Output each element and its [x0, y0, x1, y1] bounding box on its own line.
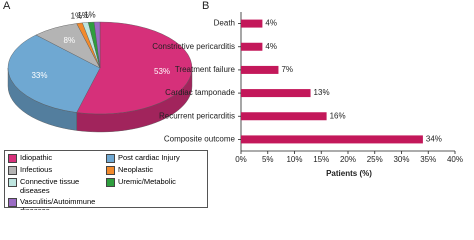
legend-label: Vasculitis/Autoimmune diseases [20, 197, 96, 210]
y-tick-label: Treatment failure [175, 65, 236, 74]
x-tick-label: 0% [235, 155, 247, 164]
legend-item: Neoplastic [106, 165, 206, 175]
legend-label: Infectious [20, 165, 53, 174]
x-tick-label: 10% [286, 155, 302, 164]
y-tick-label: Cardiac tamponade [165, 88, 235, 97]
slice-label: 1% [71, 12, 83, 21]
legend-item: Infectious [8, 165, 104, 175]
bar-label: 34% [426, 135, 442, 144]
legend-label: Idiopathic [20, 153, 53, 162]
slice-label: 53% [154, 67, 170, 76]
slice-label: 1% [77, 11, 89, 20]
legend-label: Connective tissue diseases [20, 177, 80, 195]
x-tick-label: 40% [447, 155, 463, 164]
legend-swatch [106, 166, 115, 175]
bar [241, 89, 311, 98]
slice [7, 34, 101, 113]
legend-label: Neoplastic [118, 165, 154, 174]
legend-swatch [8, 166, 17, 175]
bar [241, 65, 279, 74]
y-tick-label: Recurrent pericarditis [159, 111, 235, 120]
legend-swatch [106, 178, 115, 187]
legend: Idiopathic Post cardiac Injury Infectious N… [4, 150, 208, 210]
x-tick-label: 35% [420, 155, 436, 164]
x-tick-label: 25% [367, 155, 383, 164]
legend-item: Vasculitis/Autoimmune diseases [8, 197, 104, 210]
slice [76, 21, 193, 115]
bar-label: 16% [330, 111, 346, 120]
bar [241, 42, 263, 51]
legend-item: Post cardiac Injury [106, 153, 206, 163]
chart: A B Patients (%) 53% 33% 8% 1%1%1% 0% 5% 10% 15… [3, 0, 463, 178]
figure: A B Patients (%) 53% 33% 8% 1% 1% 1% 0% 5% 10% 15… [3, 0, 463, 210]
bar [241, 112, 327, 121]
bar-label: 7% [281, 65, 293, 74]
legend-swatch [106, 154, 115, 163]
legend-label: Uremic/Metabolic [118, 177, 176, 186]
bar-label: 4% [265, 19, 277, 28]
x-axis-title: Patients (%) [326, 169, 372, 178]
legend-swatch [8, 178, 17, 187]
slice [93, 21, 101, 69]
legend-item: Connective tissue diseases [8, 177, 104, 195]
panel-letter: B [202, 0, 209, 12]
legend-swatch [8, 198, 17, 207]
bar [241, 19, 263, 28]
bar [241, 135, 423, 144]
legend-item: Uremic/Metabolic [106, 177, 206, 195]
legend-label: Post cardiac Injury [118, 153, 180, 162]
slice-label: 33% [31, 71, 47, 80]
legend-item: Idiopathic [8, 153, 104, 163]
x-tick-label: 30% [393, 155, 409, 164]
bar-label: 13% [314, 88, 330, 97]
x-tick-label: 5% [262, 155, 274, 164]
x-tick-label: 20% [340, 155, 356, 164]
y-tick-label: Composite outcome [164, 135, 236, 144]
y-tick-label: Death [214, 19, 235, 28]
y-tick-label: Constrictive pericarditis [152, 42, 235, 51]
x-tick-label: 15% [313, 155, 329, 164]
legend-swatch [8, 154, 17, 163]
slice-label: 8% [64, 36, 76, 45]
panel-letter: A [3, 0, 11, 12]
slice-label: 1% [84, 10, 96, 19]
bar-label: 4% [265, 42, 277, 51]
